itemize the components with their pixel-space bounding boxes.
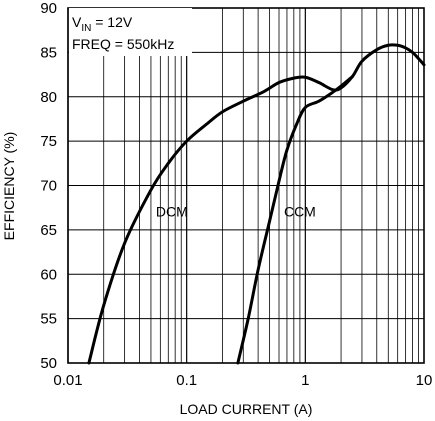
series-label-ccm: CCM [284, 204, 316, 220]
series-ccm-line [236, 74, 355, 365]
vin-label: V [72, 14, 82, 30]
x-tick-label: 1 [301, 372, 309, 389]
vin-value: = 12V [91, 14, 133, 30]
vin-subscript: IN [81, 23, 91, 34]
y-tick-label: 75 [40, 133, 57, 150]
y-tick-label: 80 [40, 89, 57, 106]
y-tick-label: 55 [40, 311, 57, 328]
x-tick-label: 10 [416, 372, 433, 389]
freq-annotation: FREQ = 550kHz [72, 36, 174, 52]
y-tick-label: 50 [40, 355, 57, 372]
x-axis-title: LOAD CURRENT (A) [180, 401, 313, 417]
plot-frame [67, 7, 425, 364]
vin-annotation: VIN = 12V [72, 14, 133, 34]
x-tick-label: 0.1 [176, 372, 197, 389]
x-tick-label: 0.01 [53, 372, 82, 389]
series-labels: DCM CCM [156, 204, 316, 220]
x-tick-labels: 0.01 0.1 1 10 [53, 372, 432, 389]
y-tick-label: 70 [40, 178, 57, 195]
y-tick-label: 60 [40, 266, 57, 283]
y-axis-title: EFFICIENCY (%) [1, 132, 17, 241]
grid [67, 7, 424, 364]
y-tick-labels: 50 55 60 65 70 75 80 85 90 [40, 0, 57, 372]
y-tick-label: 90 [40, 0, 57, 17]
series-dcm-line [87, 43, 426, 365]
series-label-dcm: DCM [156, 204, 188, 220]
y-tick-label: 85 [40, 44, 57, 61]
y-tick-label: 65 [40, 222, 57, 239]
annotation-background [69, 8, 192, 56]
series-group [87, 43, 426, 365]
